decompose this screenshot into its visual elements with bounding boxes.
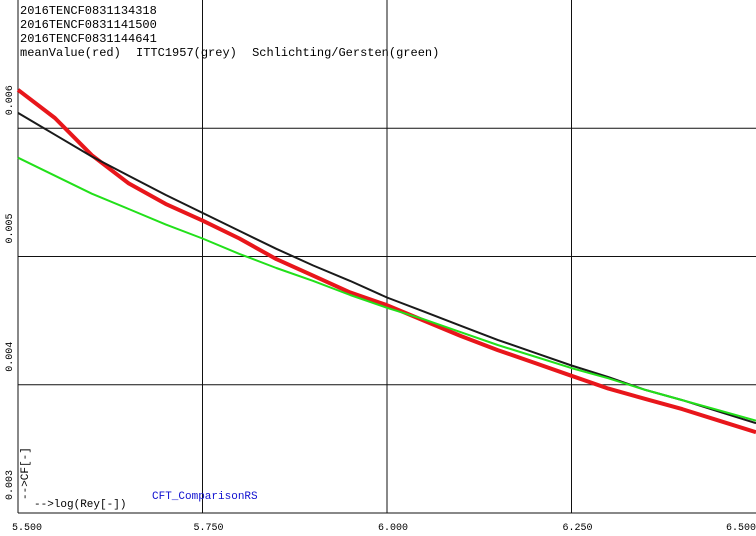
legend-entry: meanValue(red) [20, 46, 121, 60]
legend: meanValue(red) ITTC1957(grey) Schlichtin… [20, 46, 439, 60]
x-axis-label: -->log(Rey[-]) [34, 499, 126, 511]
plot-area [16, 0, 756, 513]
x-tick-label: 6.250 [562, 523, 592, 534]
y-tick-label: 0.006 [5, 85, 16, 115]
header-line: 2016TENCF0831141500 [20, 18, 157, 32]
legend-entry: ITTC1957(grey) [136, 46, 237, 60]
series-line [16, 88, 756, 435]
x-tick-label: 6.000 [378, 523, 408, 534]
series-line [17, 156, 756, 422]
y-tick-label: 0.003 [5, 470, 16, 500]
x-tick-label: 5.500 [12, 523, 42, 534]
x-tick-label: 6.500 [726, 523, 756, 534]
header-line: 2016TENCF0831134318 [20, 4, 157, 18]
plot-name: CFT_ComparisonRS [152, 491, 258, 503]
header-line: 2016TENCF0831144641 [20, 32, 157, 46]
y-axis-label: -->CF[-] [20, 447, 32, 500]
y-tick-label: 0.005 [5, 213, 16, 243]
x-tick-label: 5.750 [193, 523, 223, 534]
legend-entry: Schlichting/Gersten(green) [252, 46, 439, 60]
y-tick-label: 0.004 [5, 342, 16, 372]
